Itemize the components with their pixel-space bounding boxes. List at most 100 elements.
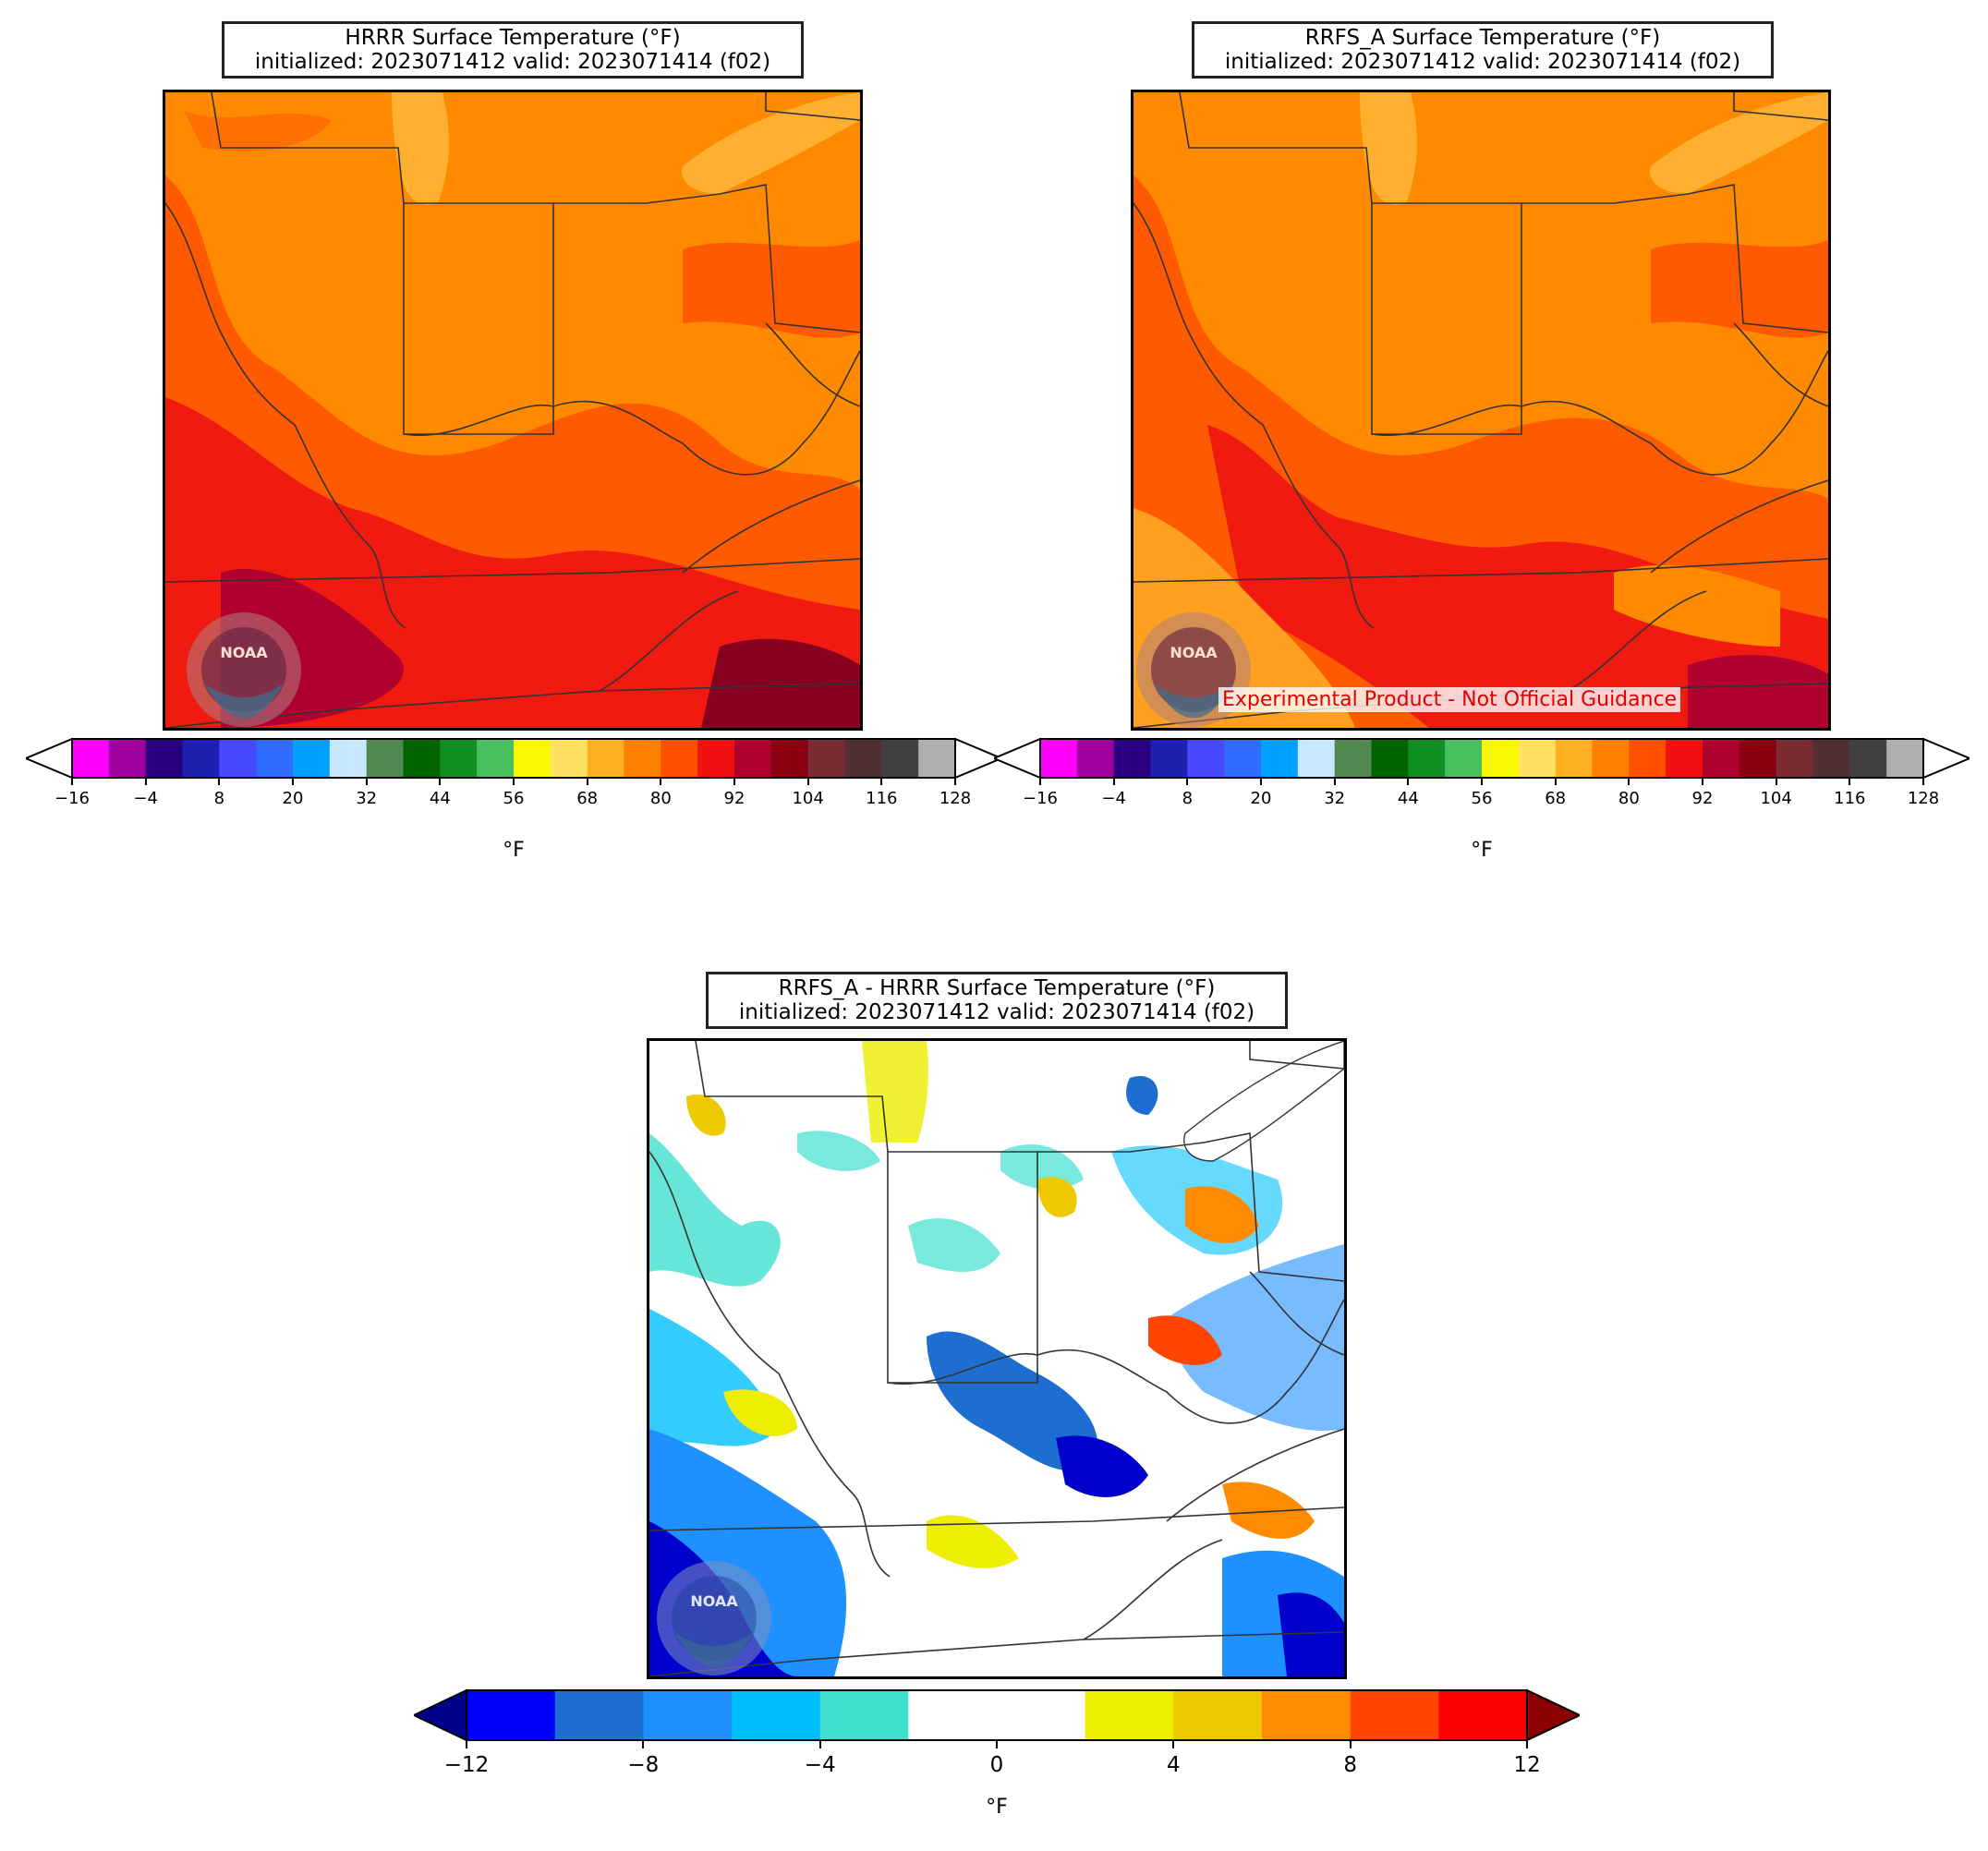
rrfs-warm-regions — [1133, 175, 1828, 728]
rrfs-title-line2: initialized: 2023071412 valid: 202307141… — [1224, 50, 1741, 74]
diff-colorbar-swatch — [467, 1690, 556, 1740]
diff-colorbar-tick-label: −12 — [443, 1753, 490, 1777]
diff-title-line2: initialized: 2023071412 valid: 202307141… — [738, 1000, 1255, 1024]
noaa-logo: NOAA — [657, 1561, 771, 1676]
hrrr-colorbar-tick-mark — [806, 778, 809, 785]
rrfs-colorbar-tick-label: 80 — [1618, 789, 1640, 808]
rrfs-colorbar-tick-label: 104 — [1760, 789, 1792, 808]
diff-colorbar-swatch — [1173, 1690, 1263, 1740]
diff-colorbar-tick-label: −4 — [804, 1753, 836, 1777]
hrrr-map[interactable]: NOAA — [163, 90, 863, 731]
hrrr-colorbar-swatch — [514, 739, 552, 778]
hrrr-colorbar-swatch — [881, 739, 919, 778]
rrfs-colorbar-swatch — [1408, 739, 1446, 778]
diff-colorbar-swatch — [1350, 1690, 1439, 1740]
noaa-logo-text: NOAA — [220, 644, 268, 661]
rrfs-colorbar-tick-mark — [1702, 778, 1703, 785]
hrrr-colorbar-tick-mark — [439, 778, 442, 785]
hrrr-colorbar-svg — [23, 737, 1004, 780]
rrfs-colorbar-extend-low — [991, 737, 1041, 780]
diff-colorbar-tick-label: 4 — [1167, 1753, 1181, 1777]
rrfs-colorbar-tick-mark — [1481, 778, 1483, 785]
diff-colorbar-swatch — [997, 1690, 1086, 1740]
rrfs-colorbar-swatch — [1666, 739, 1703, 778]
rrfs-title-line1: RRFS_A Surface Temperature (°F) — [1304, 26, 1661, 50]
diff-borders — [649, 1041, 1344, 1676]
rrfs-colorbar-swatch — [1113, 739, 1151, 778]
hrrr-colorbar-tick-label: 44 — [429, 789, 451, 808]
noaa-logo-text: NOAA — [1170, 644, 1218, 661]
diff-colorbar-swatch — [908, 1690, 998, 1740]
rrfs-colorbar-tick-mark — [1628, 778, 1630, 785]
rrfs-colorbar-swatch — [1886, 739, 1924, 778]
rrfs-colorbar-swatch — [1224, 739, 1262, 778]
hrrr-colorbar-swatch — [918, 739, 956, 778]
rrfs-colorbar-tick-label: 116 — [1834, 789, 1866, 808]
diff-colorbar-swatch — [554, 1690, 644, 1740]
hrrr-colorbar-extend-low — [23, 737, 73, 780]
hrrr-lakes — [392, 92, 860, 205]
hrrr-colorbar-unit: °F — [503, 839, 525, 862]
diff-colorbar-tick-mark — [818, 1740, 821, 1748]
hrrr-colorbar-tick-mark — [954, 778, 956, 785]
rrfs-colorbar-tick-mark — [1112, 778, 1115, 785]
rrfs-colorbar-swatch — [1187, 739, 1225, 778]
diff-colorbar-tick-label: −8 — [627, 1753, 660, 1777]
diff-colorbar-tick-mark — [1349, 1740, 1352, 1748]
hrrr-colorbar-swatch — [697, 739, 735, 778]
noaa-logo-text: NOAA — [690, 1592, 738, 1610]
hrrr-colorbar-tick-label: 68 — [576, 789, 599, 808]
rrfs-colorbar-swatch — [1297, 739, 1336, 778]
rrfs-colorbar-swatch — [1445, 739, 1483, 778]
diff-colorbar-swatch — [732, 1690, 821, 1740]
hrrr-title-line2: initialized: 2023071412 valid: 202307141… — [254, 50, 771, 74]
rrfs-colorbar-swatch — [1371, 739, 1409, 778]
hrrr-colorbar-tick-label: −16 — [55, 789, 90, 808]
hrrr-colorbar-tick-mark — [292, 778, 294, 785]
hrrr-colorbar-tick-mark — [733, 778, 735, 785]
rrfs-colorbar-swatch — [1812, 739, 1850, 778]
diff-colorbar-tick-mark — [1526, 1740, 1528, 1748]
hrrr-colorbar-swatch — [403, 739, 441, 778]
hrrr-colorbar-tick-label: −4 — [133, 789, 158, 808]
experimental-watermark: Experimental Product - Not Official Guid… — [1218, 687, 1681, 712]
hrrr-colorbar-tick-label: 128 — [939, 789, 972, 808]
rrfs-colorbar-tick-mark — [1260, 778, 1262, 785]
diff-colorbar-swatch — [1438, 1690, 1528, 1740]
rrfs-colorbar-tick-label: 8 — [1182, 789, 1194, 808]
diff-colorbar-swatch — [1262, 1690, 1352, 1740]
diff-colorbar-extend-high — [1526, 1688, 1582, 1742]
diff-colorbar-extend-low — [411, 1688, 467, 1742]
rrfs-map[interactable]: NOAA Experimental Product - Not Official… — [1131, 90, 1831, 731]
hrrr-colorbar — [23, 737, 1004, 783]
hrrr-colorbar-swatch — [624, 739, 661, 778]
diff-colorbar-swatch — [1085, 1690, 1174, 1740]
rrfs-colorbar-swatch — [1150, 739, 1188, 778]
hrrr-colorbar-swatch — [219, 739, 257, 778]
noaa-logo: NOAA — [187, 612, 301, 727]
hrrr-colorbar-swatch — [329, 739, 368, 778]
rrfs-colorbar-tick-mark — [1554, 778, 1557, 785]
hrrr-title-line1: HRRR Surface Temperature (°F) — [345, 26, 681, 50]
diff-map[interactable]: NOAA — [647, 1038, 1347, 1679]
rrfs-colorbar-swatch — [1334, 739, 1372, 778]
hrrr-colorbar-tick-mark — [144, 778, 147, 785]
hrrr-colorbar-swatch — [477, 739, 515, 778]
rrfs-colorbar-tick-label: 32 — [1324, 789, 1346, 808]
rrfs-colorbar-tick-mark — [1333, 778, 1336, 785]
diff-title-line1: RRFS_A - HRRR Surface Temperature (°F) — [778, 976, 1216, 1000]
rrfs-colorbar-tick-mark — [1186, 778, 1189, 785]
hrrr-colorbar-tick-mark — [513, 778, 515, 785]
hrrr-colorbar-tick-label: 92 — [723, 789, 746, 808]
rrfs-colorbar-swatch — [1703, 739, 1740, 778]
hrrr-colorbar-swatch — [844, 739, 882, 778]
rrfs-lakes — [1360, 92, 1828, 205]
rrfs-colorbar-svg — [991, 737, 1972, 780]
rrfs-colorbar-tick-label: 92 — [1691, 789, 1714, 808]
hrrr-colorbar-swatch — [440, 739, 478, 778]
rrfs-colorbar-tick-label: 128 — [1907, 789, 1940, 808]
rrfs-colorbar-tick-label: −16 — [1023, 789, 1058, 808]
hrrr-colorbar-tick-mark — [218, 778, 221, 785]
hrrr-colorbar-tick-label: 32 — [356, 789, 378, 808]
diff-colorbar-tick-label: 12 — [1513, 1753, 1541, 1777]
